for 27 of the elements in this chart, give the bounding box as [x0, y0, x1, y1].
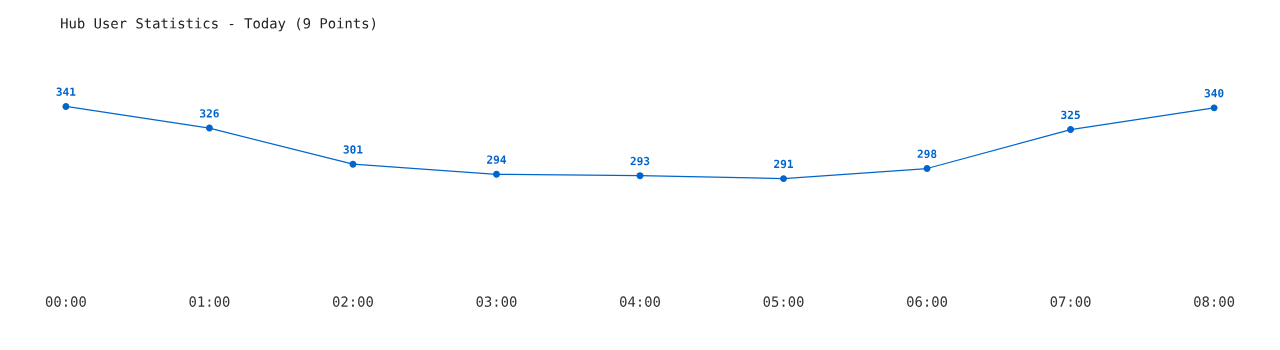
- x-tick-label: 04:00: [620, 296, 660, 307]
- data-label: 293: [630, 156, 650, 166]
- data-label: 341: [56, 87, 76, 96]
- point: [62, 102, 70, 110]
- point: [780, 175, 787, 183]
- x-tick-label: 08:00: [1194, 296, 1235, 307]
- data-label: 325: [1061, 110, 1080, 120]
- data-label: 301: [343, 145, 363, 154]
- point: [636, 172, 644, 180]
- data-label: 340: [1204, 88, 1224, 98]
- point: [349, 160, 357, 168]
- data-label: 294: [487, 155, 507, 164]
- x-tick-label: 07:00: [1050, 296, 1091, 307]
- x-tick-label: 06:00: [907, 296, 948, 307]
- x-tick-label: 03:00: [476, 296, 517, 307]
- point: [1067, 126, 1075, 133]
- chart-title: Hub User Statistics - Today (9 Points): [61, 17, 376, 32]
- x-tick-label: 02:00: [332, 296, 373, 307]
- data-label: 326: [200, 109, 219, 118]
- data-label: 291: [774, 159, 794, 169]
- data-label: 298: [917, 149, 937, 159]
- point: [493, 170, 500, 178]
- point: [923, 165, 931, 172]
- x-tick-label: 00:00: [45, 296, 86, 307]
- x-tick-label: 05:00: [763, 296, 804, 307]
- x-tick-label: 01:00: [189, 296, 230, 307]
- point: [205, 124, 213, 132]
